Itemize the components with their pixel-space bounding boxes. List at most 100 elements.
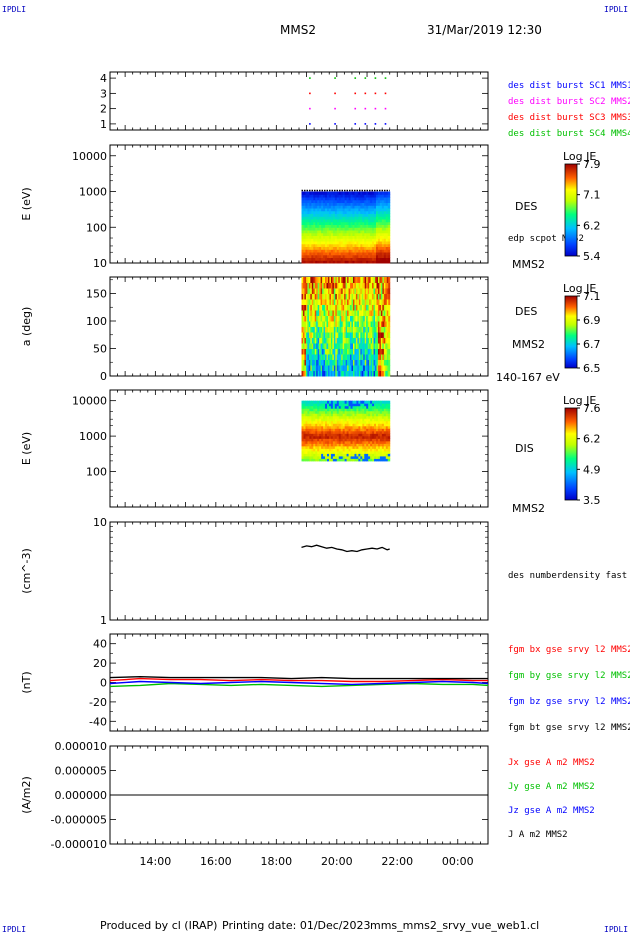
spectrogram-cell <box>327 254 330 259</box>
spectrogram-cell <box>325 438 328 442</box>
spectrogram-cell <box>323 428 326 432</box>
spectrogram-cell <box>301 252 304 256</box>
spectrogram-cell <box>328 246 332 250</box>
spectrogram-cell <box>340 238 344 242</box>
spectrogram-cell <box>374 260 377 264</box>
pitch-angle-cell <box>382 321 385 327</box>
spectrogram-cell <box>381 420 385 424</box>
spectrogram-cell <box>305 243 308 248</box>
spectrogram-cell <box>340 257 344 261</box>
pitch-angle-cell <box>348 354 351 360</box>
spectrogram-cell <box>309 227 312 231</box>
spectrogram-cell <box>372 448 375 452</box>
pitch-angle-cell <box>350 293 352 300</box>
pitch-angle-cell <box>310 326 313 333</box>
spectrogram-cell <box>354 415 357 419</box>
spectrogram-cell <box>387 443 391 447</box>
spectrogram-cell <box>336 430 340 434</box>
spectrogram-cell <box>305 238 308 242</box>
spectrogram-cell <box>348 433 352 437</box>
spectrogram-cell <box>366 199 369 204</box>
spectrogram-cell <box>370 420 373 424</box>
spectrogram-cell <box>342 448 346 452</box>
spectrogram-cell <box>313 230 316 234</box>
spectrogram-cell <box>376 243 379 248</box>
spectrogram-cell <box>370 418 373 422</box>
spectrogram-cell <box>348 213 352 217</box>
pitch-angle-cell <box>369 299 372 305</box>
spectrogram-cell <box>309 243 312 248</box>
spectrogram-cell <box>325 224 328 228</box>
spectrogram-cell <box>379 230 383 234</box>
pitch-angle-cell <box>313 299 316 305</box>
spectrogram-cell <box>368 440 371 444</box>
pitch-angle-cell <box>316 288 319 294</box>
spectrogram-cell <box>311 191 314 195</box>
pitch-angle-cell <box>354 321 357 327</box>
spectrogram-cell <box>342 260 346 264</box>
spectrogram-cell <box>305 450 308 454</box>
pitch-angle-cell <box>366 288 369 294</box>
y-tick-label: 1 <box>100 118 107 131</box>
spectrogram-cell <box>383 194 387 198</box>
spectrogram-cell <box>368 213 371 217</box>
pitch-angle-cell <box>351 299 354 305</box>
spectrogram-cell <box>350 433 353 437</box>
spectrogram-cell <box>336 202 340 206</box>
spectrogram-cell <box>338 235 342 239</box>
y-tick-label: 100 <box>86 315 107 328</box>
spectrogram-cell <box>338 208 342 212</box>
spectrogram-cell <box>305 197 308 201</box>
pitch-angle-cell <box>342 332 345 338</box>
pitch-angle-cell <box>320 354 323 360</box>
spectrogram-cell <box>309 210 312 215</box>
pitch-angle-cell <box>380 348 383 355</box>
spectrogram-cell <box>374 453 377 457</box>
spectrogram-cell <box>313 216 316 220</box>
legend-entry: des dist burst SC1 MMS1 <box>508 81 630 91</box>
pitch-angle-cell <box>333 343 336 349</box>
spectrogram-cell <box>321 199 324 204</box>
spectrogram-cell <box>338 428 342 432</box>
pitch-angle-cell <box>311 315 314 322</box>
pitch-angle-cell <box>327 343 330 349</box>
spectrogram-cell <box>362 243 365 248</box>
spectrogram-cell <box>344 191 348 195</box>
pitch-angle-cell <box>373 348 376 355</box>
spectrogram-cell <box>346 249 350 253</box>
spectrogram-cell <box>313 415 316 419</box>
spectrogram-cell <box>385 197 389 201</box>
spectrogram-cell <box>376 443 379 447</box>
spectrogram-cell <box>350 408 353 412</box>
pitch-angle-cell <box>364 277 367 283</box>
pitch-angle-cell <box>376 326 379 333</box>
spectrogram-cell <box>372 252 375 256</box>
spectrogram-cell <box>325 241 328 245</box>
spectrogram-cell <box>368 199 371 204</box>
spectrogram-cell <box>379 445 383 449</box>
spectrogram-cell <box>366 216 369 220</box>
spectrogram-cell <box>352 443 355 447</box>
spectrogram-cell <box>387 403 391 407</box>
pitch-angle-cell <box>319 326 322 333</box>
pitch-angle-cell <box>358 321 361 327</box>
spectrogram-cell <box>366 403 369 407</box>
spectrogram-cell <box>319 408 322 412</box>
spectrogram-cell <box>344 425 348 429</box>
spectrogram-cell <box>360 202 363 206</box>
spectrogram-cell <box>323 418 326 422</box>
pitch-angle-cell <box>348 321 351 327</box>
pitch-angle-cell <box>375 299 377 305</box>
pitch-angle-cell <box>357 332 360 338</box>
pitch-angle-cell <box>352 343 355 349</box>
spectrogram-cell <box>387 246 391 250</box>
spectrogram-cell <box>340 428 344 432</box>
colorbar-title: Log JE <box>563 150 596 163</box>
spectrogram-cell <box>362 430 365 434</box>
spectrogram-cell <box>327 410 330 414</box>
spectrogram-cell <box>330 230 334 234</box>
spectrogram-cell <box>352 224 355 228</box>
spectrogram-cell <box>332 405 336 409</box>
spectrogram-cell <box>364 413 367 417</box>
